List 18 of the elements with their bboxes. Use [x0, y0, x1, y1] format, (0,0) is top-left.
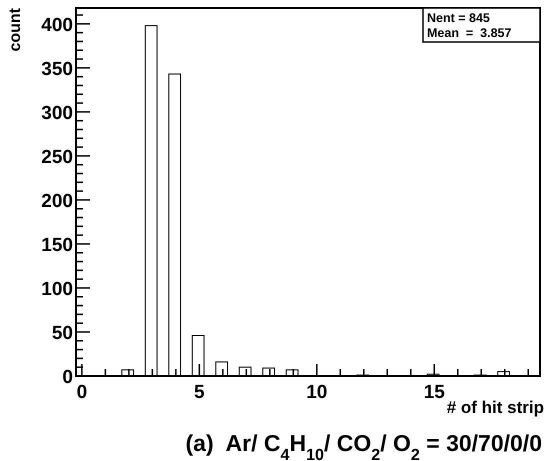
- x-tick-label: 15: [424, 382, 446, 403]
- annotation: Nent = 845: [427, 11, 490, 25]
- y-tick-label: 400: [41, 14, 73, 36]
- x-tick-label: 0: [76, 382, 88, 403]
- y-tick-label: 50: [52, 322, 73, 344]
- y-axis-title: count: [7, 7, 24, 52]
- x-tick-label: 10: [306, 382, 328, 403]
- y-tick-label: 200: [41, 190, 73, 212]
- x-tick-label: 5: [194, 382, 206, 403]
- annotation: Mean = 3.857: [427, 26, 512, 40]
- y-tick-label: 0: [62, 367, 73, 388]
- y-tick-label: 300: [41, 102, 73, 124]
- chart-title: (a) Ar/ C$_{4}$H$_{10}$/ CO$_{2}$/ O$_{2}$ = 30/70/0/0: [186, 430, 542, 461]
- y-tick-label: 100: [41, 278, 73, 300]
- y-tick-label: 350: [41, 58, 73, 80]
- y-tick-label: 150: [41, 234, 73, 256]
- y-tick-label: 250: [41, 146, 73, 168]
- x-axis-title: # of hit strip: [446, 398, 544, 417]
